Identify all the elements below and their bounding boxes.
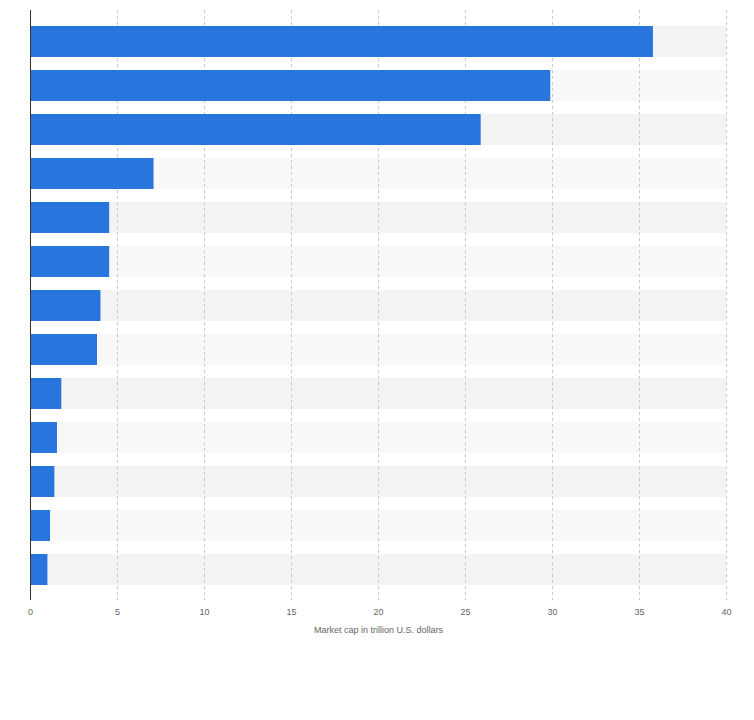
svg-text:30: 30 xyxy=(547,607,557,617)
svg-text:25: 25 xyxy=(460,607,470,617)
svg-text:Market cap in trillion U.S. do: Market cap in trillion U.S. dollars xyxy=(314,625,444,635)
svg-text:20: 20 xyxy=(373,607,383,617)
svg-text:15: 15 xyxy=(286,607,296,617)
svg-text:40: 40 xyxy=(721,607,731,617)
svg-text:10: 10 xyxy=(199,607,209,617)
svg-text:0: 0 xyxy=(28,607,33,617)
svg-text:5: 5 xyxy=(115,607,120,617)
svg-text:35: 35 xyxy=(634,607,644,617)
